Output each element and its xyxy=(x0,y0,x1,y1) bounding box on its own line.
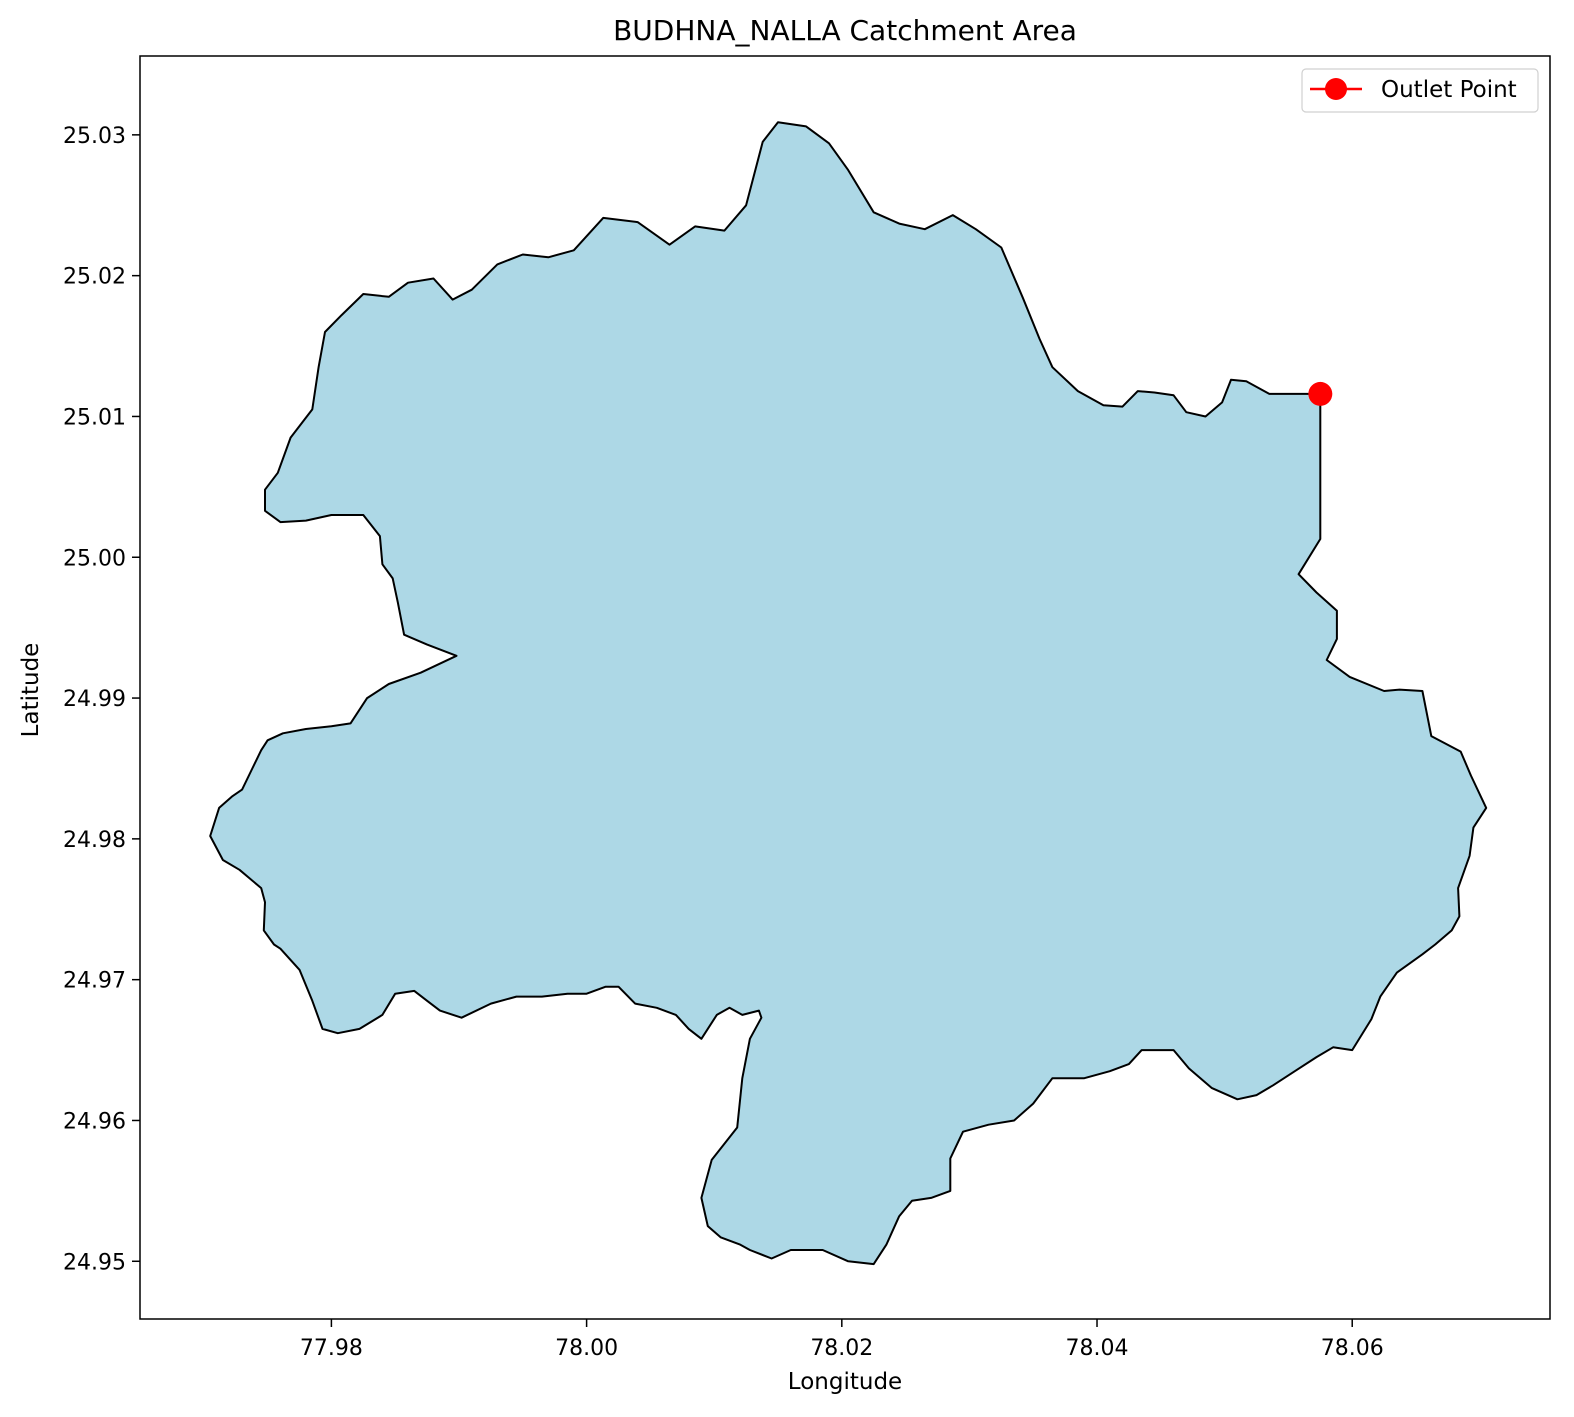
x-axis-label: Longitude xyxy=(788,1369,902,1395)
y-tick-label: 24.95 xyxy=(63,1250,126,1275)
y-axis-label: Latitude xyxy=(18,643,44,738)
legend-box xyxy=(1301,68,1539,113)
y-axis-ticks: 24.95 24.96 24.97 24.98 24.99 25.00 25.01 25.02… xyxy=(63,124,140,1275)
x-tick-label: 78.00 xyxy=(555,1336,618,1361)
y-tick-label: 25.01 xyxy=(63,405,126,430)
x-axis-ticks: 77.98 78.00 78.02 78.04 78.06 xyxy=(300,1319,1384,1361)
y-tick-label: 25.00 xyxy=(63,546,126,571)
y-tick-label: 24.96 xyxy=(63,1109,126,1134)
outlet-point-marker xyxy=(1308,381,1333,406)
x-tick-label: 77.98 xyxy=(300,1336,363,1361)
y-tick-label: 25.03 xyxy=(63,124,126,149)
x-tick-label: 78.06 xyxy=(1321,1336,1384,1361)
map-title: BUDHNA_NALLA Catchment Area xyxy=(613,14,1077,47)
legend: Outlet Point xyxy=(1301,68,1539,113)
y-tick-label: 24.98 xyxy=(63,828,126,853)
map-plot-area xyxy=(209,121,1488,1266)
legend-outlet-marker-icon xyxy=(1325,78,1347,100)
y-tick-label: 24.97 xyxy=(63,969,126,994)
axes-frame xyxy=(139,55,1551,1320)
y-tick-label: 24.99 xyxy=(63,687,126,712)
x-tick-label: 78.04 xyxy=(1066,1336,1129,1361)
x-tick-label: 78.02 xyxy=(810,1336,873,1361)
catchment-area-polygon xyxy=(209,121,1488,1266)
y-tick-label: 25.02 xyxy=(63,265,126,290)
legend-entry-outlet-point: Outlet Point xyxy=(1381,77,1517,103)
